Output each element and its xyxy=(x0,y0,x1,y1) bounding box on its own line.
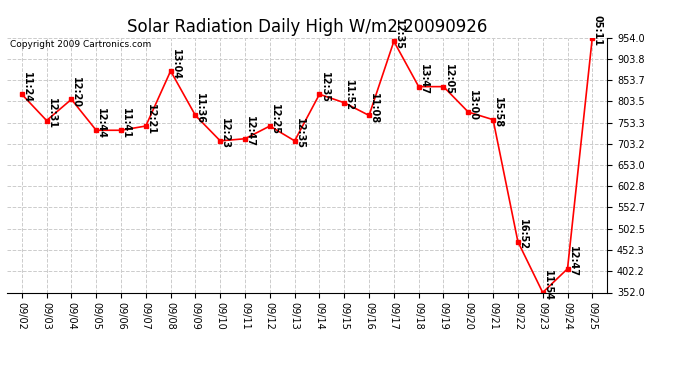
Text: 12:31: 12:31 xyxy=(47,98,57,129)
Text: 12:21: 12:21 xyxy=(146,104,156,135)
Text: 13:04: 13:04 xyxy=(170,48,181,80)
Title: Solar Radiation Daily High W/m2 20090926: Solar Radiation Daily High W/m2 20090926 xyxy=(127,18,487,36)
Text: 12:25: 12:25 xyxy=(270,104,280,135)
Text: 11:54: 11:54 xyxy=(543,270,553,301)
Text: 12:44: 12:44 xyxy=(96,108,106,139)
Text: 12:23: 12:23 xyxy=(220,118,230,149)
Text: 11:36: 11:36 xyxy=(195,93,206,124)
Text: 11:08: 11:08 xyxy=(369,93,379,124)
Text: 11:24: 11:24 xyxy=(22,72,32,103)
Text: 11:52: 11:52 xyxy=(344,80,354,111)
Text: 16:52: 16:52 xyxy=(518,219,528,250)
Text: 12:05: 12:05 xyxy=(444,64,453,95)
Text: Copyright 2009 Cartronics.com: Copyright 2009 Cartronics.com xyxy=(10,40,151,49)
Text: 13:00: 13:00 xyxy=(469,90,478,121)
Text: 12:47: 12:47 xyxy=(245,116,255,147)
Text: 12:35: 12:35 xyxy=(319,72,329,103)
Text: 15:58: 15:58 xyxy=(493,97,503,128)
Text: 12:35: 12:35 xyxy=(394,19,404,50)
Text: 11:41: 11:41 xyxy=(121,108,131,139)
Text: 12:20: 12:20 xyxy=(71,77,81,108)
Text: 12:35: 12:35 xyxy=(295,118,305,149)
Text: 13:47: 13:47 xyxy=(419,64,428,95)
Text: 05:11: 05:11 xyxy=(592,15,602,46)
Text: 12:47: 12:47 xyxy=(567,246,578,278)
